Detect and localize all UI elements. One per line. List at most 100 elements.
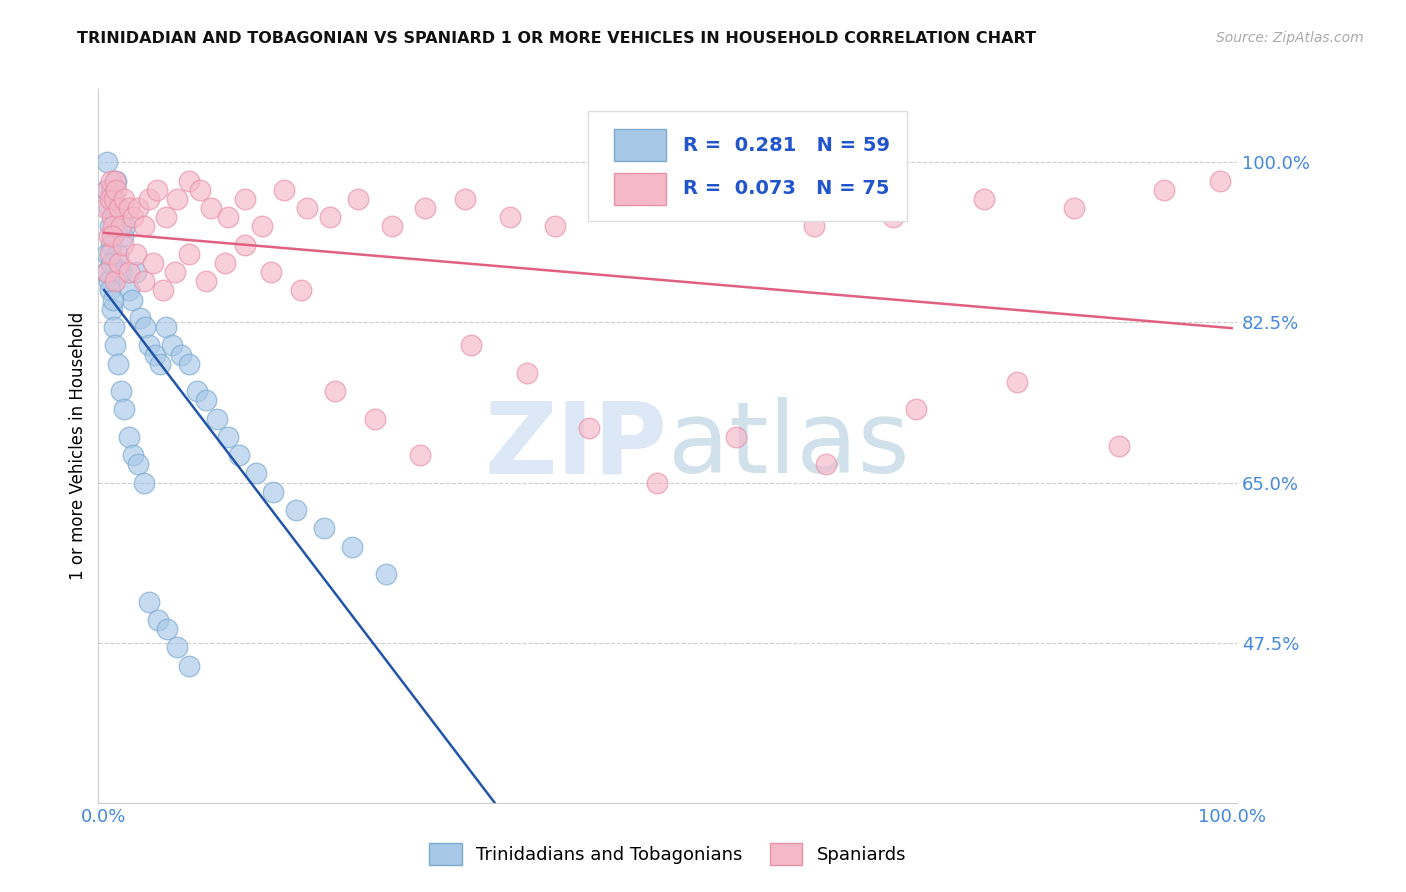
Point [132, 274, 155, 288]
Point [101, 183, 124, 197]
Point [1063, 201, 1085, 215]
Point [132, 475, 155, 490]
Point [97, 201, 120, 215]
Point [544, 219, 567, 234]
Point [96, 247, 118, 261]
Point [112, 228, 135, 243]
Point [415, 201, 437, 215]
Point [107, 247, 129, 261]
Point [155, 211, 177, 225]
Point [363, 411, 385, 425]
Point [138, 594, 160, 608]
Point [101, 301, 124, 316]
Point [112, 192, 135, 206]
Point [166, 640, 188, 655]
Point [177, 174, 200, 188]
Point [105, 183, 128, 197]
Point [814, 458, 837, 472]
Point [121, 293, 143, 307]
Point [160, 338, 183, 352]
Point [1153, 183, 1175, 197]
FancyBboxPatch shape [614, 173, 665, 205]
Point [104, 211, 127, 225]
Point [98, 247, 121, 261]
Point [409, 448, 432, 462]
Point [148, 613, 170, 627]
Text: TRINIDADIAN AND TOBAGONIAN VS SPANIARD 1 OR MORE VEHICLES IN HOUSEHOLD CORRELATI: TRINIDADIAN AND TOBAGONIAN VS SPANIARD 1… [77, 31, 1036, 46]
Point [375, 567, 398, 582]
Point [904, 402, 927, 417]
Point [166, 192, 188, 206]
Point [124, 265, 146, 279]
Point [233, 237, 256, 252]
Point [177, 247, 200, 261]
Point [118, 201, 141, 215]
Text: R =  0.073   N = 75: R = 0.073 N = 75 [683, 179, 889, 198]
Point [96, 265, 118, 279]
Point [454, 192, 477, 206]
Point [107, 357, 129, 371]
Point [882, 211, 904, 225]
Point [122, 211, 145, 225]
Point [312, 521, 335, 535]
Point [217, 430, 239, 444]
Point [103, 192, 125, 206]
Point [228, 448, 250, 462]
Point [96, 265, 118, 279]
Point [177, 658, 200, 673]
Point [578, 420, 600, 434]
FancyBboxPatch shape [588, 111, 907, 221]
Point [129, 310, 152, 325]
Point [346, 192, 368, 206]
Point [104, 338, 127, 352]
Point [114, 219, 136, 234]
Point [100, 256, 122, 270]
Legend: Trinidadians and Tobagonians, Spaniards: Trinidadians and Tobagonians, Spaniards [429, 843, 907, 865]
Point [100, 174, 122, 188]
Text: atlas: atlas [668, 398, 910, 494]
Point [127, 458, 149, 472]
Point [165, 265, 187, 279]
Point [100, 237, 122, 252]
Point [98, 219, 121, 234]
Point [134, 320, 156, 334]
Point [110, 219, 132, 234]
Point [112, 402, 135, 417]
Point [1007, 375, 1029, 389]
Point [724, 430, 747, 444]
Point [103, 192, 125, 206]
Point [260, 265, 283, 279]
Point [101, 228, 124, 243]
Point [146, 183, 169, 197]
Point [284, 503, 307, 517]
Point [186, 384, 208, 398]
Point [460, 338, 482, 352]
Point [118, 430, 141, 444]
Point [101, 228, 124, 243]
Point [138, 192, 160, 206]
Point [217, 211, 239, 225]
Point [214, 256, 236, 270]
Point [262, 484, 284, 499]
Point [152, 284, 174, 298]
Point [803, 219, 825, 234]
Point [122, 448, 145, 462]
Point [96, 201, 118, 215]
Point [101, 219, 124, 234]
Text: R =  0.281   N = 59: R = 0.281 N = 59 [683, 136, 890, 154]
Point [1209, 174, 1232, 188]
Point [177, 357, 200, 371]
Point [141, 256, 163, 270]
Point [96, 155, 118, 169]
Point [499, 211, 522, 225]
Point [323, 384, 346, 398]
Point [138, 338, 160, 352]
Point [98, 284, 121, 298]
Point [194, 393, 217, 408]
Point [104, 174, 127, 188]
Point [97, 274, 120, 288]
Point [1108, 439, 1130, 453]
Point [101, 293, 124, 307]
Point [112, 237, 135, 252]
Point [104, 274, 127, 288]
